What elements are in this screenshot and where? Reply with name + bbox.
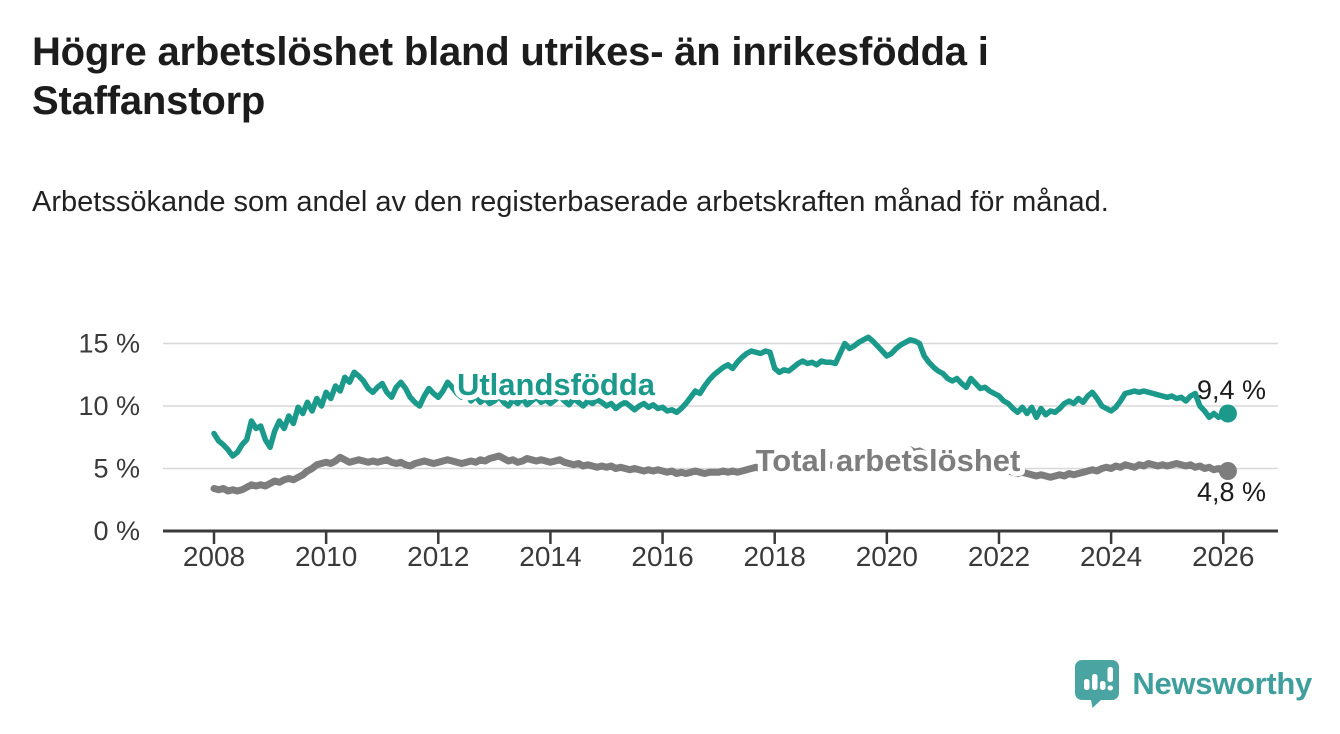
series-end-dots <box>1218 404 1237 480</box>
end-value-labels: 9,4 % 4,8 % <box>1197 375 1266 507</box>
end-value-label: 4,8 % <box>1197 477 1266 507</box>
end-value-label: 9,4 % <box>1197 375 1266 405</box>
x-tick-label: 2016 <box>631 541 693 572</box>
x-axis: 2008 2010 2012 2014 2016 2018 2020 2022 2024 2026 <box>163 529 1278 572</box>
x-tick-label: 2026 <box>1192 541 1254 572</box>
y-tick-label: 5 % <box>93 454 140 484</box>
x-tick-label: 2012 <box>407 541 469 572</box>
y-axis-labels: 0 % 5 % 10 % 15 % <box>78 329 140 547</box>
x-tick-label: 2020 <box>856 541 918 572</box>
line-chart: 0 %5 %10 %15 % 2008 2010 2012 2014 2016 2018 2… <box>78 329 1278 572</box>
bar-chart-glyph <box>1084 667 1114 691</box>
utlandsfodda-line <box>211 334 1231 459</box>
y-tick-label: 0 % <box>93 516 140 546</box>
x-tick-label: 2008 <box>183 541 245 572</box>
x-tick-label: 2010 <box>295 541 357 572</box>
series-lines <box>210 334 1232 495</box>
series-label: Utlandsfödda <box>457 367 656 402</box>
y-tick-label: 15 % <box>78 329 140 359</box>
x-tick-label: 2018 <box>744 541 806 572</box>
total-arbetsloshet-line <box>210 446 1232 495</box>
brand-footer: Newsworthy <box>1074 659 1312 708</box>
series-labels: Utlandsfödda Total arbetslöshet <box>452 362 1025 483</box>
newsworthy-logo-icon <box>1075 660 1120 708</box>
x-tick-label: 2022 <box>968 541 1030 572</box>
end-dot <box>1218 404 1237 423</box>
brand-name: Newsworthy <box>1132 665 1312 701</box>
exclamation-dot <box>1107 685 1114 691</box>
x-tick-label: 2024 <box>1080 541 1142 572</box>
series-label: Total arbetslöshet <box>756 443 1021 478</box>
chart-subtitle: Arbetssökande som andel av den registerb… <box>32 186 1109 218</box>
x-tick-label: 2014 <box>519 541 581 572</box>
y-tick-label: 10 % <box>78 391 140 421</box>
page-title: Högre arbetslöshet bland utrikes- än inr… <box>32 30 989 123</box>
gridlines <box>163 342 1278 470</box>
exclamation-bar <box>1107 667 1114 682</box>
end-dot <box>1218 462 1237 480</box>
